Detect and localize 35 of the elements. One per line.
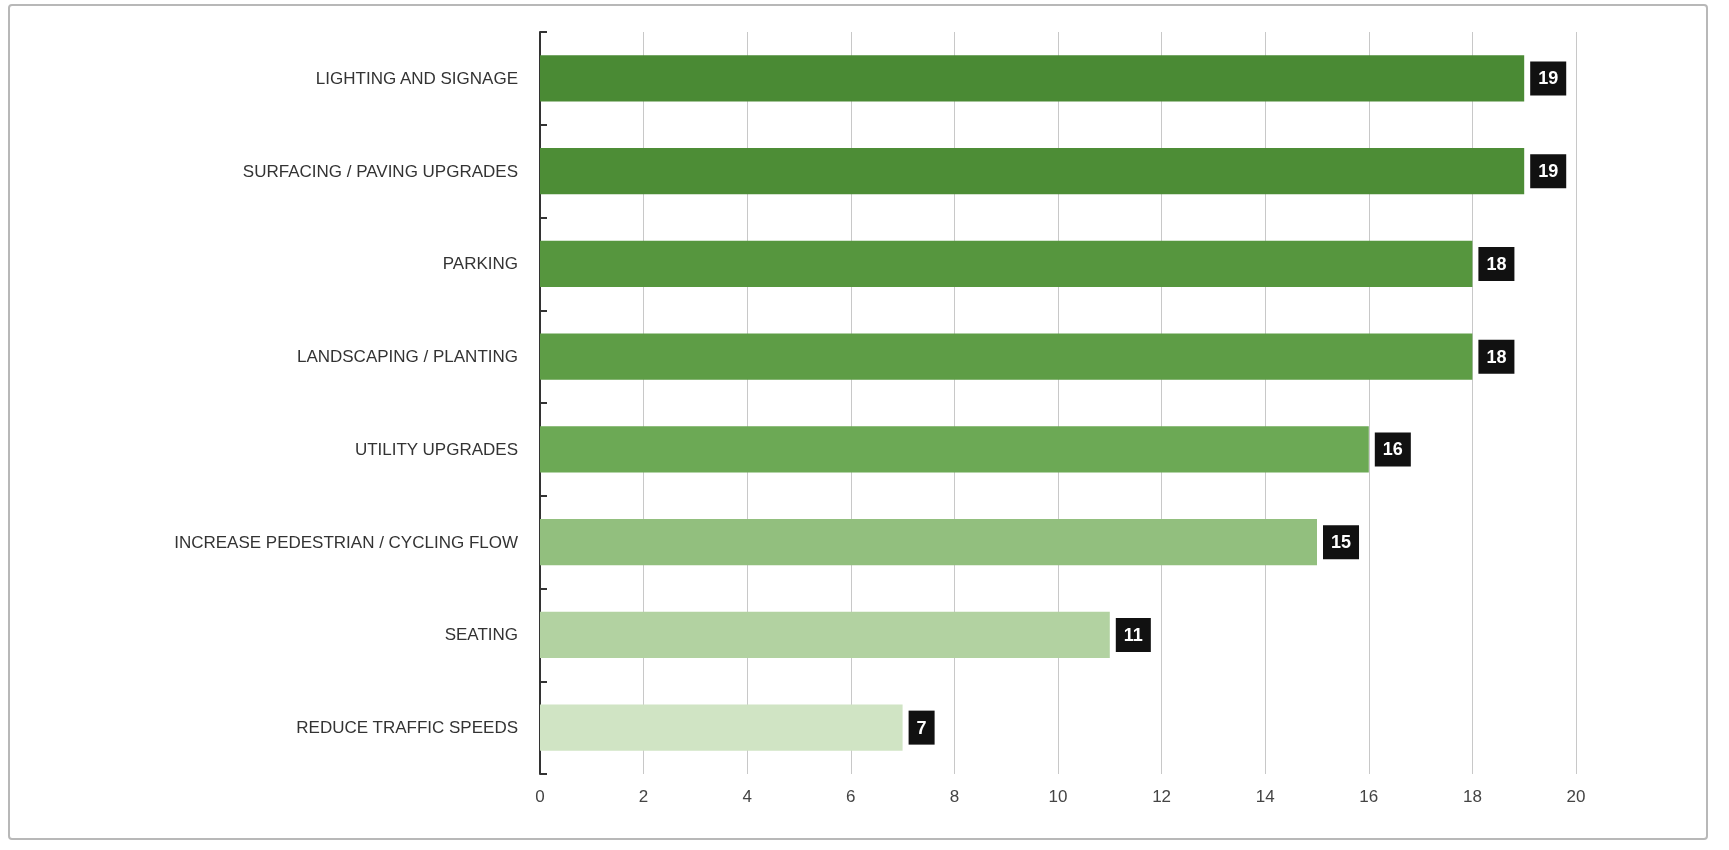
bar	[540, 518, 1317, 566]
x-tick-label: 8	[949, 787, 960, 806]
x-tick-label: 2	[638, 787, 649, 806]
bar	[540, 55, 1525, 102]
x-tick-label: 12	[1152, 787, 1172, 806]
x-tick-label: 20	[1566, 787, 1586, 806]
data-label: 15	[1331, 532, 1352, 553]
bar	[540, 426, 1369, 473]
data-label: 18	[1486, 253, 1507, 274]
data-label: 7	[916, 717, 927, 738]
bar	[540, 240, 1473, 288]
data-label: 19	[1538, 68, 1559, 89]
bar	[540, 704, 903, 751]
y-tick-label: LIGHTING AND SIGNAGE	[315, 68, 518, 88]
y-tick-label: INCREASE PEDESTRIAN / CYCLING FLOW	[174, 532, 518, 552]
y-tick-label: SURFACING / PAVING UPGRADES	[242, 161, 518, 181]
x-tick-label: 10	[1048, 787, 1068, 806]
x-tick-label: 14	[1255, 787, 1275, 806]
data-label: 11	[1123, 624, 1143, 645]
y-tick-label: SEATING	[444, 625, 518, 645]
x-tick-label: 16	[1359, 787, 1379, 806]
x-tick-label: 0	[535, 787, 545, 806]
bar	[540, 611, 1110, 659]
x-tick-label: 18	[1462, 787, 1482, 806]
bar	[540, 333, 1473, 380]
bar	[540, 147, 1525, 195]
y-tick-label: PARKING	[442, 254, 518, 274]
data-label: 18	[1486, 346, 1507, 367]
data-label: 16	[1382, 439, 1403, 460]
data-label: 19	[1538, 161, 1559, 182]
y-tick-label: REDUCE TRAFFIC SPEEDS	[296, 718, 518, 738]
y-tick-label: LANDSCAPING / PLANTING	[296, 347, 518, 367]
y-tick-label: UTILITY UPGRADES	[354, 439, 518, 459]
x-tick-label: 6	[846, 787, 856, 806]
x-tick-label: 4	[742, 787, 752, 806]
